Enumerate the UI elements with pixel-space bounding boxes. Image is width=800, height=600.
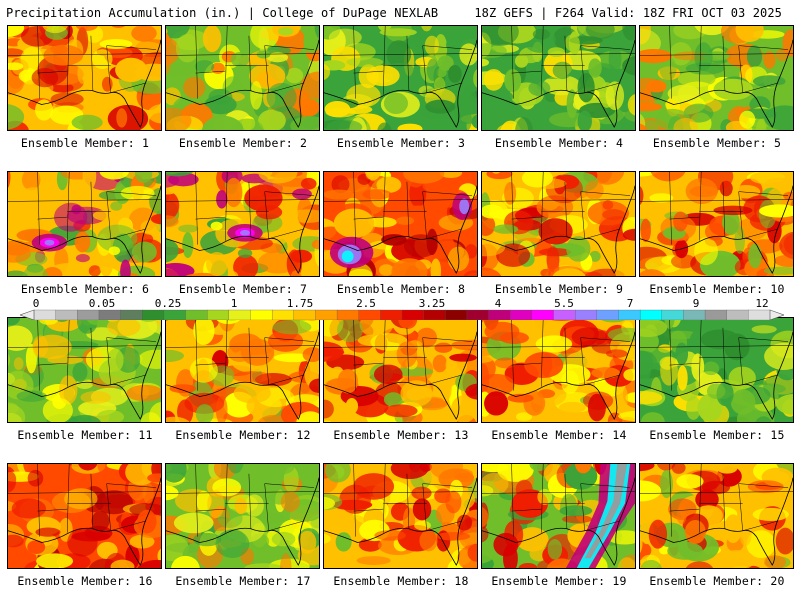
ensemble-member-label: Ensemble Member: 13 <box>333 428 469 442</box>
colorbar-cell <box>531 309 554 320</box>
ensemble-member-map <box>323 317 478 423</box>
ensemble-member-map <box>639 25 794 131</box>
colorbar-cell <box>228 309 251 320</box>
colorbar-cell <box>207 309 230 320</box>
colorbar-cell <box>293 309 316 320</box>
colorbar-tick-label: 3.25 <box>419 298 446 310</box>
colorbar-labels: 0 0.05 0.25 1 1.75 2.5 3.25 4 5.5 7 9 12 <box>33 298 769 310</box>
ensemble-member-label: Ensemble Member: 6 <box>20 282 150 296</box>
colorbar-cell <box>77 309 100 320</box>
colorbar-cell <box>142 309 165 320</box>
colorbar-tick-label: 1 <box>231 298 238 310</box>
ensemble-member-label: Ensemble Member: 2 <box>178 136 308 150</box>
colorbar-cell <box>553 309 576 320</box>
ensemble-member-map <box>165 25 320 131</box>
colorbar-tick-label: 0.25 <box>155 298 182 310</box>
header: Precipitation Accumulation (in.) | Colle… <box>0 0 800 24</box>
colorbar-tick-label: 0 <box>33 298 40 310</box>
colorbar-cell <box>315 309 338 320</box>
colorbar-cell <box>33 309 57 320</box>
colorbar-cell <box>185 309 208 320</box>
ensemble-member-label: Ensemble Member: 19 <box>491 574 627 588</box>
colorbar-tick-label: 1.75 <box>287 298 314 310</box>
colorbar-cell <box>271 309 295 320</box>
colorbar-cell <box>488 309 511 320</box>
model-valid-time: 18Z GEFS | F264 Valid: 18Z FRI OCT 03 20… <box>474 6 782 20</box>
ensemble-member-label: Ensemble Member: 18 <box>333 574 469 588</box>
ensemble-member-label: Ensemble Member: 4 <box>494 136 624 150</box>
colorbar-tick-label: 9 <box>693 298 700 310</box>
colorbar-tick-label: 2.5 <box>356 298 376 310</box>
ensemble-member-map <box>165 171 320 277</box>
ensemble-member-label: Ensemble Member: 9 <box>494 282 624 296</box>
colorbar-cell <box>639 309 663 320</box>
ensemble-member-map <box>639 317 794 423</box>
ensemble-member-map <box>7 171 162 277</box>
ensemble-member-label: Ensemble Member: 16 <box>17 574 153 588</box>
colorbar-left-arrow <box>20 309 35 320</box>
colorbar-cell <box>510 309 533 320</box>
colorbar-tick-label: 4 <box>495 298 502 310</box>
ensemble-member-label: Ensemble Member: 5 <box>652 136 782 150</box>
ensemble-member-map <box>7 317 162 423</box>
colorbar-tick-label: 5.5 <box>554 298 574 310</box>
colorbar-cell <box>336 309 360 320</box>
colorbar-cell <box>55 309 78 320</box>
ensemble-member-map <box>323 171 478 277</box>
colorbar-cell <box>704 309 728 320</box>
colorbar-cell <box>661 309 684 320</box>
colorbar-cell <box>98 309 122 320</box>
product-title: Precipitation Accumulation (in.) | Colle… <box>6 6 439 20</box>
colorbar-cell <box>250 309 273 320</box>
ensemble-member-map <box>481 463 636 569</box>
colorbar-cell <box>358 309 381 320</box>
ensemble-member-map <box>323 25 478 131</box>
colorbar-cell <box>618 309 641 320</box>
ensemble-member-map <box>165 463 320 569</box>
colorbar-cell <box>596 309 619 320</box>
colorbar-tick-label: 0.05 <box>89 298 116 310</box>
ensemble-member-map <box>481 317 636 423</box>
ensemble-member-map <box>481 171 636 277</box>
ensemble-member-label: Ensemble Member: 11 <box>17 428 153 442</box>
ensemble-member-label: Ensemble Member: 7 <box>178 282 308 296</box>
ensemble-member-label: Ensemble Member: 12 <box>175 428 311 442</box>
colorbar-tick-label: 12 <box>755 298 768 310</box>
colorbar-cell <box>163 309 186 320</box>
colorbar-cell <box>726 309 749 320</box>
ensemble-member-map <box>7 463 162 569</box>
ensemble-member-label: Ensemble Member: 3 <box>336 136 466 150</box>
colorbar-cell <box>466 309 490 320</box>
colorbar-cell <box>575 309 598 320</box>
ensemble-member-label: Ensemble Member: 1 <box>20 136 150 150</box>
colorbar-tick-label: 7 <box>627 298 634 310</box>
ensemble-member-label: Ensemble Member: 8 <box>336 282 466 296</box>
ensemble-member-map <box>639 171 794 277</box>
ensemble-member-label: Ensemble Member: 17 <box>175 574 311 588</box>
ensemble-member-map <box>639 463 794 569</box>
colorbar-cell <box>423 309 446 320</box>
ensemble-member-map <box>165 317 320 423</box>
ensemble-member-label: Ensemble Member: 10 <box>649 282 785 296</box>
ensemble-member-map <box>7 25 162 131</box>
colorbar-cells <box>33 309 771 320</box>
ensemble-member-label: Ensemble Member: 15 <box>649 428 785 442</box>
colorbar-right-arrow <box>769 309 784 320</box>
ensemble-member-map <box>323 463 478 569</box>
colorbar-cell <box>120 309 143 320</box>
colorbar-cell <box>683 309 706 320</box>
precip-colorbar: 0 0.05 0.25 1 1.75 2.5 3.25 4 5.5 7 9 12 <box>20 298 784 320</box>
ensemble-member-label: Ensemble Member: 14 <box>491 428 627 442</box>
colorbar-cell <box>401 309 425 320</box>
ensemble-member-map <box>481 25 636 131</box>
colorbar-cell <box>445 309 468 320</box>
colorbar-cell <box>380 309 403 320</box>
ensemble-member-label: Ensemble Member: 20 <box>649 574 785 588</box>
colorbar-cell <box>748 309 771 320</box>
